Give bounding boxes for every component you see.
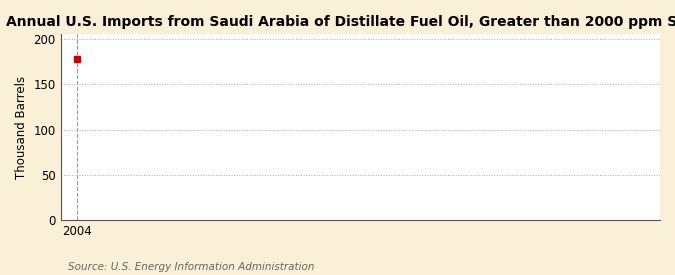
Y-axis label: Thousand Barrels: Thousand Barrels xyxy=(15,76,28,179)
Title: Annual U.S. Imports from Saudi Arabia of Distillate Fuel Oil, Greater than 2000 : Annual U.S. Imports from Saudi Arabia of… xyxy=(6,15,675,29)
Text: Source: U.S. Energy Information Administration: Source: U.S. Energy Information Administ… xyxy=(68,262,314,272)
